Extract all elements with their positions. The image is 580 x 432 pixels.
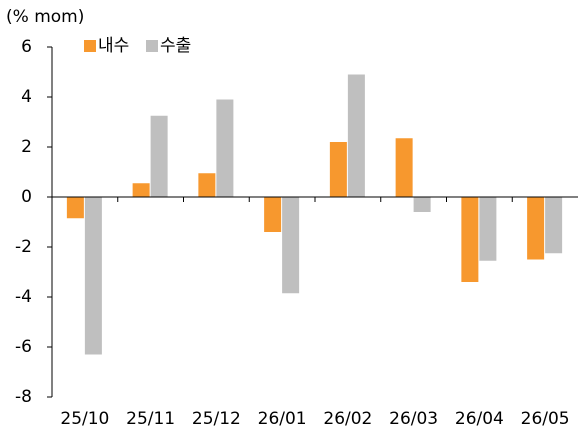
x-tick-label: 25/12 — [192, 409, 241, 429]
x-tick-label: 25/11 — [126, 409, 175, 429]
bar — [461, 197, 479, 282]
legend-swatch — [146, 40, 158, 52]
bar — [216, 99, 234, 197]
x-tick-label: 26/03 — [389, 409, 438, 429]
bar — [413, 197, 431, 212]
y-axis-label: (% mom) — [6, 7, 84, 27]
bar — [347, 74, 365, 197]
legend-swatch — [84, 40, 96, 52]
y-tick-label: 0 — [21, 187, 32, 207]
bar — [329, 142, 347, 197]
x-tick-label: 26/04 — [455, 409, 504, 429]
bar — [66, 197, 84, 219]
y-tick-label: -6 — [15, 337, 32, 357]
y-tick-label: -4 — [15, 287, 32, 307]
bar — [527, 197, 545, 260]
bar — [479, 197, 497, 261]
y-tick-label: -8 — [15, 387, 32, 407]
y-tick-label: 4 — [21, 87, 32, 107]
bar — [282, 197, 300, 294]
bar — [84, 197, 102, 355]
x-tick-label: 26/05 — [521, 409, 570, 429]
y-tick-label: 6 — [21, 37, 32, 57]
legend-label: 수출 — [160, 36, 191, 56]
y-tick-label: -2 — [15, 237, 32, 257]
x-tick-label: 25/10 — [60, 409, 109, 429]
x-tick-label: 26/01 — [258, 409, 307, 429]
x-tick-label: 26/02 — [323, 409, 372, 429]
y-tick-label: 2 — [21, 137, 32, 157]
legend-label: 내수 — [98, 36, 129, 56]
bar — [132, 183, 150, 197]
bar — [198, 173, 216, 197]
bar — [395, 138, 413, 197]
bar — [150, 115, 168, 197]
bar — [264, 197, 282, 232]
bar — [545, 197, 563, 254]
